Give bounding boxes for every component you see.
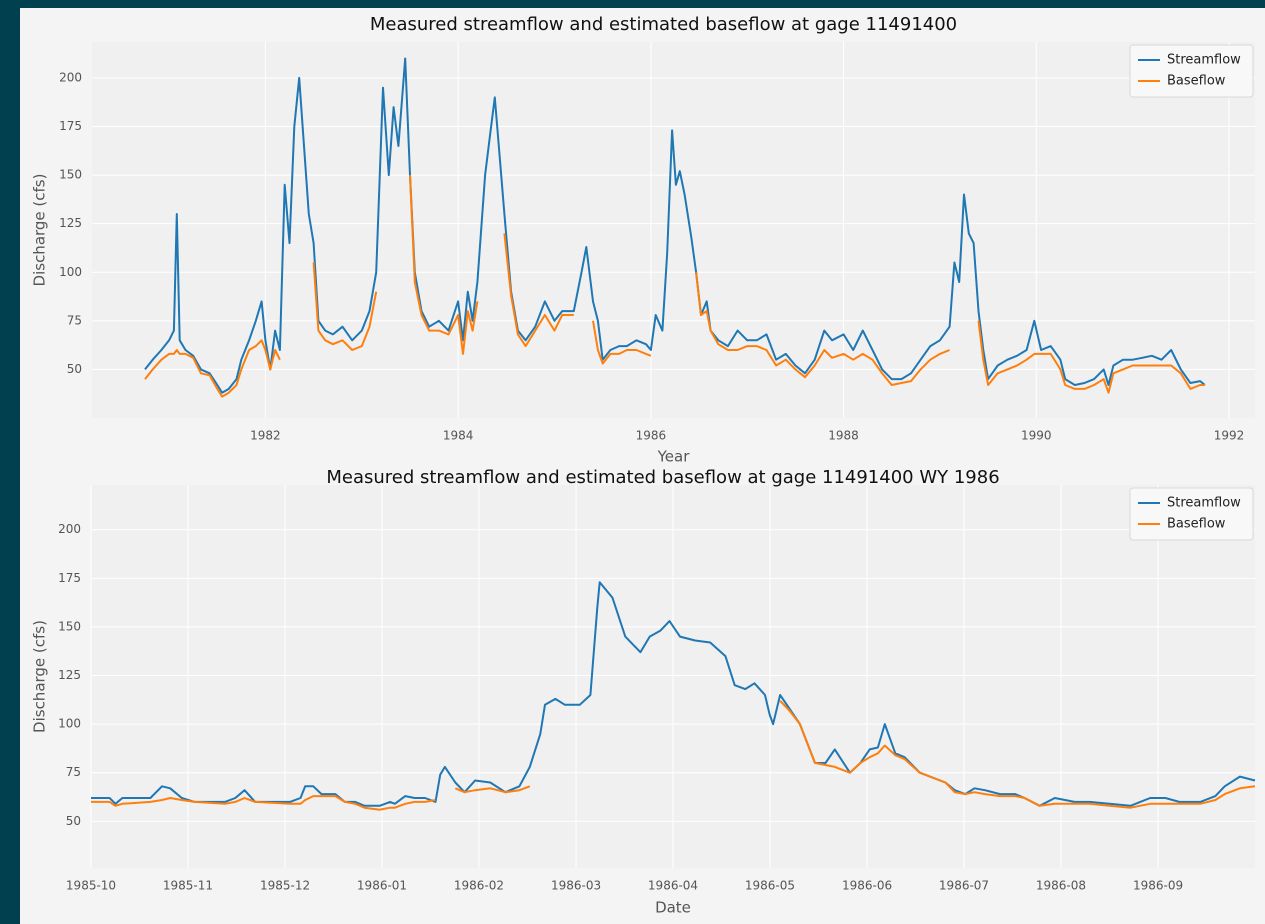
y-tick-label: 150	[59, 168, 82, 182]
x-tick-label: 1982	[250, 429, 281, 443]
y-axis-label: Discharge (cfs)	[31, 174, 49, 287]
legend-label: Streamflow	[1167, 496, 1241, 511]
x-tick-label: 1986-05	[745, 879, 795, 893]
y-tick-label: 200	[58, 522, 81, 536]
y-axis-label: Discharge (cfs)	[31, 620, 49, 733]
y-tick-label: 50	[66, 814, 81, 828]
plot-area	[92, 42, 1255, 418]
y-tick-label: 175	[58, 571, 81, 585]
x-axis-label: Date	[655, 899, 691, 917]
x-tick-label: 1986-07	[939, 879, 989, 893]
series-line	[91, 581, 1256, 807]
x-tick-label: 1988	[828, 429, 859, 443]
y-tick-label: 125	[58, 668, 81, 682]
x-tick-label: 1985-11	[163, 879, 213, 893]
legend-box	[1129, 44, 1254, 98]
legend-box	[1129, 487, 1254, 541]
legend: Streamflow Baseflow	[1129, 487, 1254, 541]
series-line	[144, 57, 1206, 394]
y-tick-label: 50	[67, 362, 82, 376]
series-line	[144, 175, 1205, 398]
x-tick-label: 1986-04	[648, 879, 698, 893]
x-tick-label: 1986-03	[551, 879, 601, 893]
x-tick-label: 1986-06	[842, 879, 892, 893]
x-axis-label: Year	[657, 448, 691, 466]
x-tick-label: 1986	[636, 429, 667, 443]
x-tick-label: 1985-12	[260, 879, 310, 893]
y-tick-label: 175	[59, 119, 82, 133]
x-tick-label: 1984	[443, 429, 474, 443]
x-tick-label: 1985-10	[66, 879, 116, 893]
x-tick-label: 1986-09	[1133, 879, 1183, 893]
chart-title: Measured streamflow and estimated basefl…	[326, 467, 999, 488]
series-line	[91, 700, 1256, 811]
chart-title: Measured streamflow and estimated basefl…	[370, 14, 957, 35]
y-tick-label: 125	[59, 216, 82, 230]
y-tick-label: 200	[59, 70, 82, 84]
x-tick-label: 1992	[1214, 429, 1245, 443]
y-tick-label: 150	[58, 619, 81, 633]
y-tick-label: 75	[66, 765, 81, 779]
y-tick-label: 100	[58, 717, 81, 731]
x-tick-label: 1990	[1021, 429, 1052, 443]
legend-label: Streamflow	[1167, 53, 1241, 68]
legend-label: Baseflow	[1167, 517, 1226, 532]
legend: Streamflow Baseflow	[1129, 44, 1254, 98]
y-tick-label: 75	[67, 313, 82, 327]
x-tick-label: 1986-01	[357, 879, 407, 893]
x-tick-label: 1986-02	[454, 879, 504, 893]
x-tick-label: 1986-08	[1036, 879, 1086, 893]
y-tick-label: 100	[59, 265, 82, 279]
legend-label: Baseflow	[1167, 74, 1226, 89]
